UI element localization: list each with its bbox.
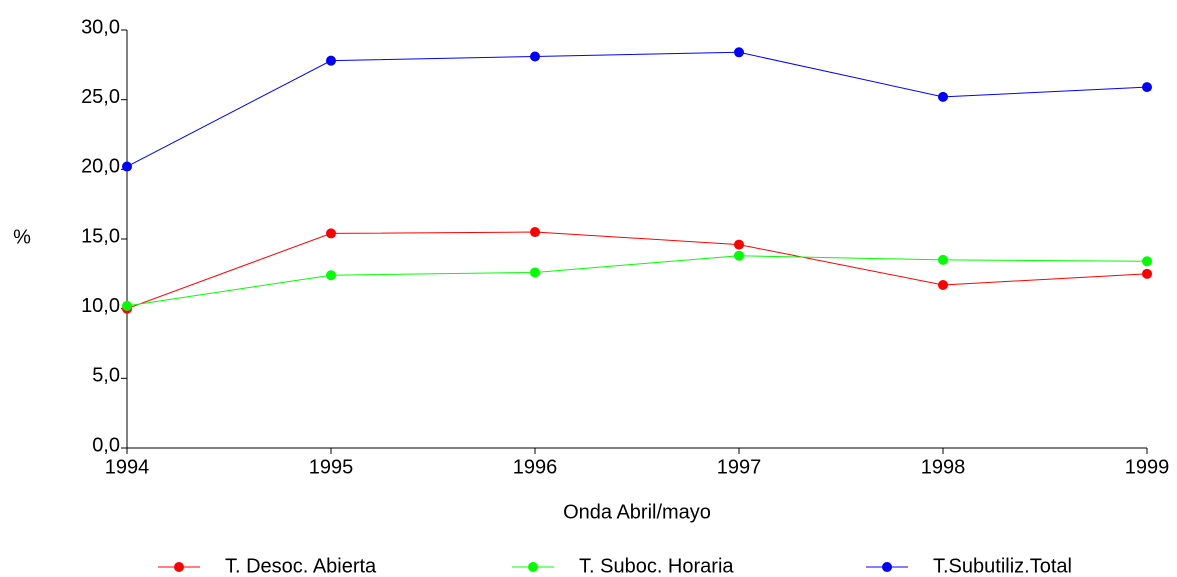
x-tick-label: 1998 (921, 456, 966, 478)
data-point (734, 250, 744, 261)
legend-label: T. Desoc. Abierta (225, 555, 377, 577)
data-point (938, 254, 948, 265)
data-point (326, 228, 336, 239)
x-tick-label: 1999 (1125, 456, 1170, 478)
x-tick-label: 1995 (309, 456, 354, 478)
legend-label: T.Subutiliz.Total (933, 555, 1072, 577)
legend-marker (528, 562, 538, 572)
data-point (122, 300, 132, 311)
y-tick-label: 25,0 (81, 86, 120, 108)
data-point (326, 55, 336, 66)
y-tick-label: 10,0 (81, 295, 120, 317)
data-point (734, 239, 744, 250)
x-axis-label: Onda Abril/mayo (563, 501, 711, 523)
data-point (1142, 256, 1152, 267)
y-tick-label: 0,0 (92, 434, 120, 456)
series-line (126, 231, 1148, 310)
x-tick-label: 1994 (105, 456, 150, 478)
x-tick-label: 1997 (717, 456, 762, 478)
legend-marker (882, 562, 892, 572)
data-point (1142, 82, 1152, 93)
data-point (1142, 268, 1152, 279)
y-tick-label: 5,0 (92, 365, 120, 387)
legend-label: T. Suboc. Horaria (579, 555, 734, 577)
data-point (530, 267, 540, 278)
data-point (734, 47, 744, 58)
data-point (122, 161, 132, 172)
x-tick-label: 1996 (513, 456, 558, 478)
data-point (530, 51, 540, 62)
legend-marker (174, 562, 184, 572)
y-tick-label: 20,0 (81, 156, 120, 178)
data-point (938, 91, 948, 102)
data-point (530, 227, 540, 238)
series-line (126, 255, 1148, 307)
data-point (326, 270, 336, 281)
y-axis-label: % (13, 226, 31, 248)
y-tick-label: 15,0 (81, 225, 120, 247)
series-line (126, 51, 1148, 167)
y-tick-label: 30,0 (81, 16, 120, 38)
data-point (938, 279, 948, 290)
